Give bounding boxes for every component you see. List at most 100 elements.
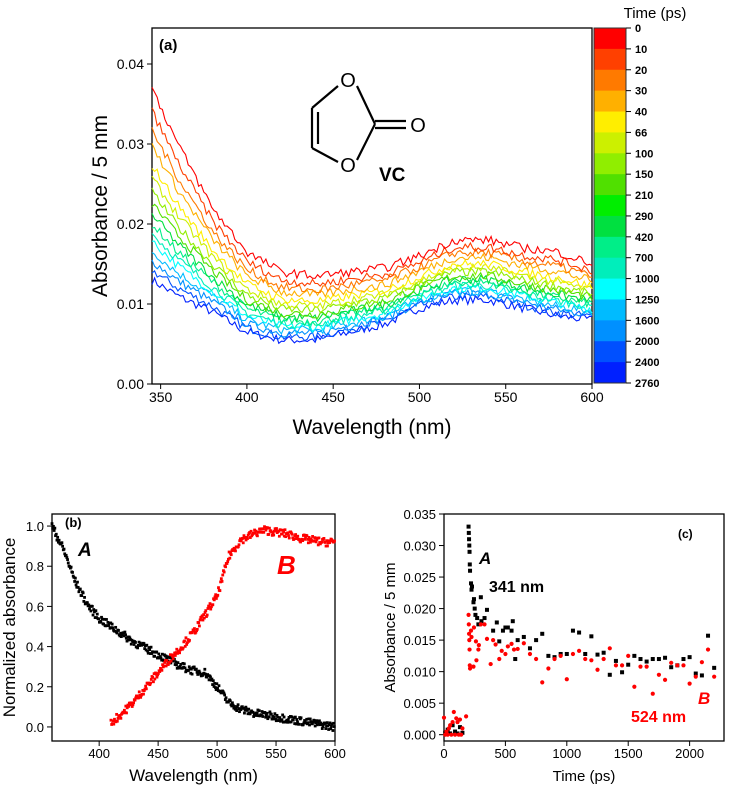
data-point-B	[253, 531, 257, 535]
data-point-524nm	[471, 625, 477, 630]
data-point-524nm	[467, 638, 472, 643]
data-point-B	[296, 534, 300, 538]
spectrum-line	[152, 240, 593, 333]
data-point-B	[320, 540, 324, 544]
data-point-A	[72, 575, 76, 579]
data-point-B	[139, 695, 143, 699]
colorbar-frame	[593, 27, 627, 384]
data-point-B	[263, 526, 267, 529]
data-point-A	[244, 705, 248, 709]
data-point-524nm	[632, 684, 637, 689]
data-point-B	[153, 677, 157, 681]
data-point-B	[193, 627, 196, 630]
data-point-524nm	[467, 666, 473, 671]
data-point-A	[189, 671, 193, 675]
data-point-A	[267, 715, 271, 719]
data-point-A	[175, 663, 178, 667]
data-point-A	[142, 642, 146, 646]
y-tick-label: 0.03	[117, 136, 144, 152]
data-point-B	[209, 607, 213, 611]
data-point-B	[333, 539, 336, 543]
data-point-341nm	[687, 655, 692, 660]
data-point-B	[119, 716, 123, 720]
data-point-A	[87, 603, 91, 607]
data-point-B	[144, 687, 148, 691]
y-axis-label: Absorbance / 5 mm	[382, 562, 399, 692]
data-point-A	[52, 524, 55, 528]
data-point-341nm	[475, 616, 480, 621]
data-point-A	[243, 708, 247, 712]
data-point-341nm	[521, 634, 526, 639]
data-point-524nm	[650, 691, 655, 696]
data-point-341nm	[453, 729, 458, 734]
data-point-A	[88, 607, 91, 611]
data-point-A	[216, 689, 220, 693]
data-point-A	[285, 718, 289, 722]
data-point-A	[120, 633, 124, 637]
data-point-A	[99, 619, 103, 623]
data-point-A	[320, 722, 323, 726]
data-point-341nm	[467, 549, 472, 554]
data-point-341nm	[479, 619, 484, 624]
data-point-A	[167, 656, 171, 659]
data-point-B	[323, 541, 327, 544]
spectrum-line	[151, 226, 593, 327]
data-point-A	[88, 604, 92, 608]
data-point-341nm	[669, 665, 674, 670]
colorbar-swatch	[594, 257, 626, 280]
data-point-A	[271, 715, 275, 718]
data-point-524nm	[466, 631, 472, 636]
data-point-A	[251, 710, 255, 714]
data-point-341nm	[515, 638, 520, 643]
series-a-label: A	[77, 540, 92, 561]
data-point-B	[127, 705, 131, 708]
data-point-B	[325, 539, 329, 543]
data-point-341nm	[471, 597, 476, 602]
data-point-524nm	[464, 714, 469, 719]
data-point-A	[54, 532, 58, 536]
data-point-524nm	[619, 663, 625, 668]
data-point-B	[183, 639, 186, 643]
data-point-B	[149, 678, 153, 681]
bond	[356, 123, 376, 161]
data-point-341nm	[460, 730, 465, 735]
data-point-A	[52, 529, 56, 532]
data-point-A	[325, 724, 328, 728]
data-point-B	[258, 530, 262, 534]
data-point-A	[287, 716, 291, 719]
data-point-B	[291, 536, 295, 540]
data-point-B	[292, 537, 296, 541]
data-point-341nm	[513, 657, 518, 662]
data-point-A	[316, 720, 320, 724]
data-point-A	[205, 675, 209, 679]
data-point-A	[210, 677, 214, 681]
data-point-B	[283, 528, 287, 532]
data-point-A	[228, 699, 232, 703]
data-point-A	[302, 721, 306, 725]
colorbar-label: 1600	[635, 315, 659, 327]
data-point-524nm	[521, 641, 526, 646]
data-point-A	[306, 721, 310, 725]
data-point-B	[194, 630, 198, 634]
data-point-B	[248, 536, 252, 539]
data-point-A	[189, 667, 193, 671]
data-point-A	[257, 714, 260, 718]
data-point-A	[212, 685, 216, 688]
data-point-B	[206, 607, 210, 610]
data-point-A	[223, 698, 227, 701]
data-point-A	[75, 585, 79, 589]
spectrum-line	[151, 127, 592, 294]
data-point-B	[261, 527, 265, 531]
data-point-A	[264, 713, 268, 717]
y-tick-label: 0.000	[403, 728, 436, 743]
y-axis-label: Absorbance / 5 mm	[89, 115, 112, 297]
data-point-341nm	[681, 657, 686, 662]
data-point-B	[316, 543, 320, 547]
data-point-A	[315, 723, 319, 727]
data-point-A	[197, 669, 201, 673]
data-point-524nm	[476, 647, 481, 652]
data-point-524nm	[515, 646, 520, 652]
data-point-A	[66, 561, 70, 565]
data-point-A	[254, 711, 258, 715]
data-point-524nm	[471, 664, 476, 669]
